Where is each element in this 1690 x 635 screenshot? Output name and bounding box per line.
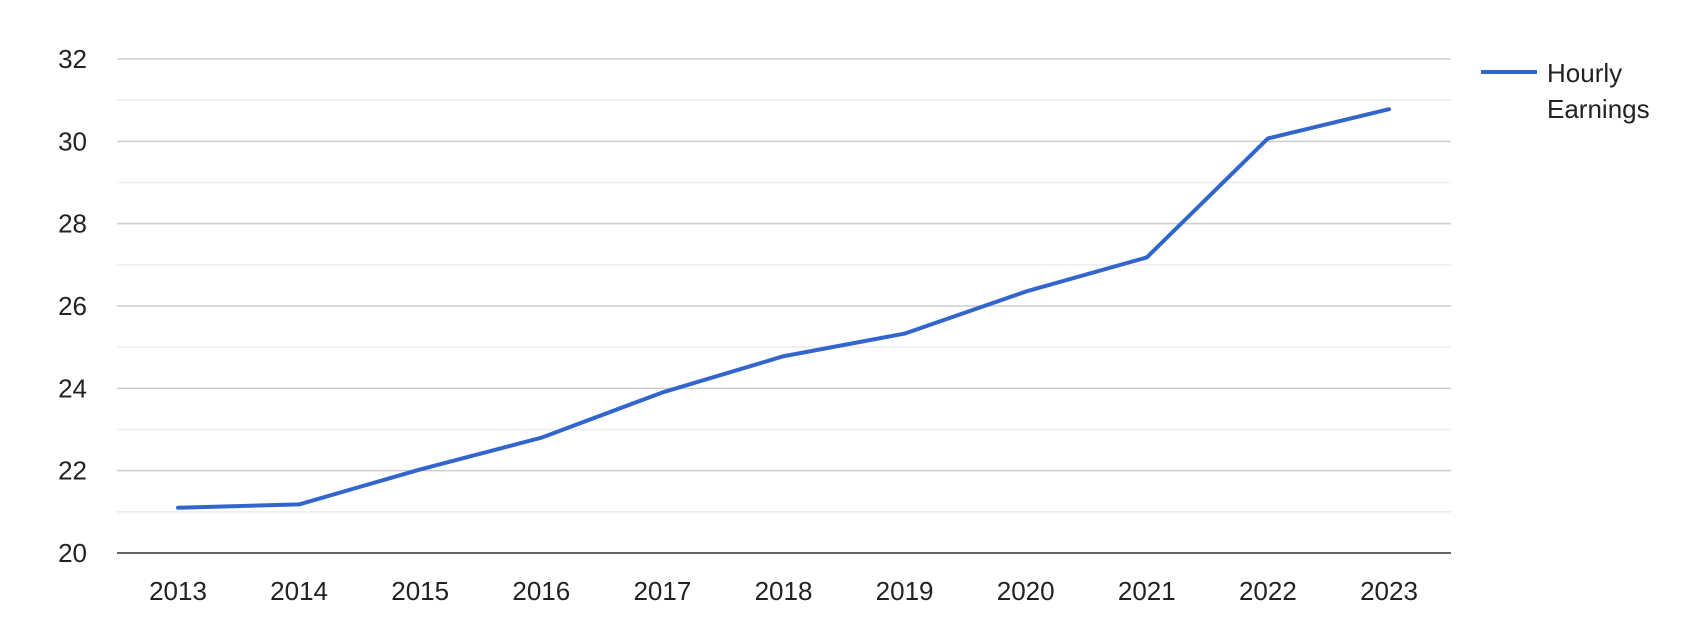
x-tick-label: 2013 — [149, 576, 207, 606]
x-tick-label: 2022 — [1239, 576, 1297, 606]
x-tick-label: 2018 — [755, 576, 813, 606]
y-axis-tick-labels: 20 22 24 26 28 30 32 — [58, 44, 87, 568]
legend-label-line-2: Earnings — [1547, 94, 1650, 124]
x-tick-label: 2020 — [997, 576, 1055, 606]
x-tick-label: 2017 — [633, 576, 691, 606]
x-tick-label: 2023 — [1360, 576, 1418, 606]
x-axis-tick-labels: 2013 2014 2015 2016 2017 2018 2019 2020 2021 2022… — [149, 576, 1418, 606]
series-line-hourly-earnings[interactable] — [176, 107, 1391, 510]
y-tick-label: 26 — [58, 291, 87, 321]
x-tick-label: 2021 — [1118, 576, 1176, 606]
y-tick-label: 22 — [58, 456, 87, 486]
series-lines — [176, 107, 1391, 510]
legend[interactable]: Hourly Earnings — [1481, 58, 1650, 124]
x-tick-label: 2014 — [270, 576, 328, 606]
major-gridlines — [117, 58, 1451, 554]
x-tick-label: 2015 — [391, 576, 449, 606]
x-tick-label: 2019 — [876, 576, 934, 606]
y-tick-label: 28 — [58, 209, 87, 239]
y-tick-label: 32 — [58, 44, 87, 74]
y-tick-label: 20 — [58, 538, 87, 568]
y-tick-label: 30 — [58, 126, 87, 156]
legend-label-line-1: Hourly — [1547, 58, 1622, 88]
y-tick-label: 24 — [58, 373, 87, 403]
x-tick-label: 2016 — [512, 576, 570, 606]
minor-gridlines — [117, 99, 1451, 513]
